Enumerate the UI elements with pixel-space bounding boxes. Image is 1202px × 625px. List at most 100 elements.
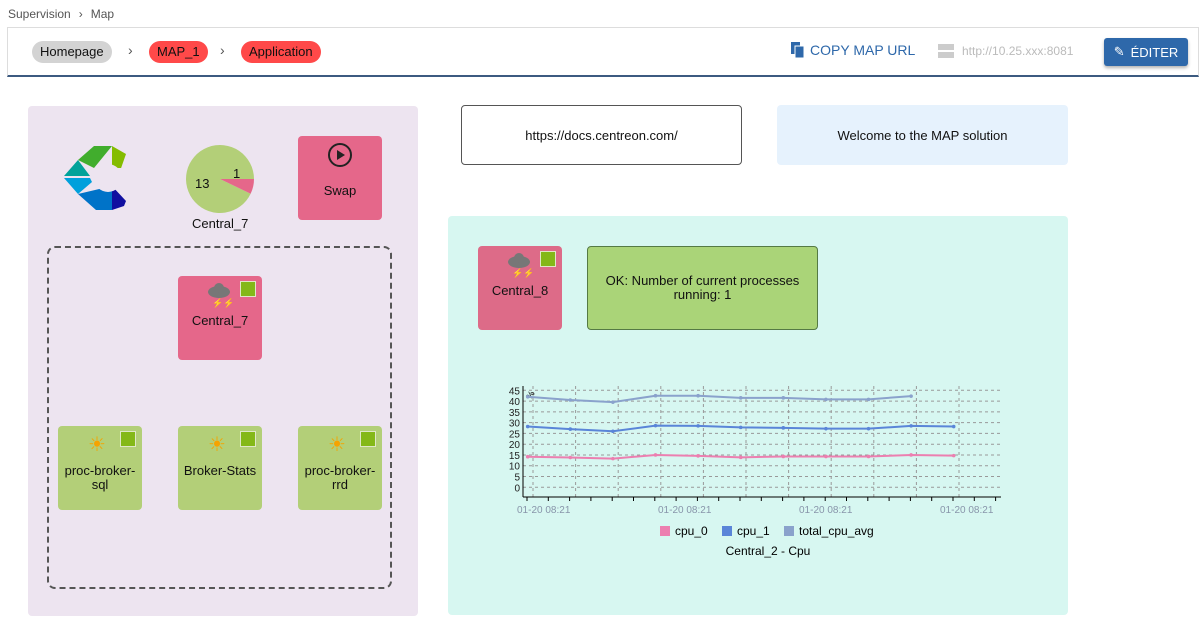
data-point xyxy=(909,453,913,457)
data-point xyxy=(824,454,828,459)
data-point xyxy=(909,424,913,428)
data-point xyxy=(951,424,956,429)
server-icon xyxy=(938,44,954,58)
y-tick-label: 20 xyxy=(509,440,521,451)
status-square xyxy=(360,431,376,447)
y-tick-label: 35 xyxy=(509,408,521,419)
data-point xyxy=(824,426,828,431)
sun-icon: ☀ xyxy=(88,434,106,456)
host-node-central-7[interactable]: ⚡⚡ Central_7 xyxy=(178,276,262,360)
data-point xyxy=(611,400,615,404)
x-tick-label: 01-20 08:21 xyxy=(517,505,571,516)
pie-value-critical: 1 xyxy=(233,166,241,181)
data-point xyxy=(781,454,786,459)
service-node[interactable]: ☀ Broker-Stats xyxy=(178,426,262,510)
crumb-application[interactable]: Application xyxy=(241,41,321,63)
left-container: 13 1 Central_7 Swap ⚡⚡ Central_7 ☀ proc-b… xyxy=(28,106,418,616)
data-point xyxy=(653,453,658,457)
data-point xyxy=(866,426,871,431)
docs-link[interactable]: https://docs.centreon.com/ xyxy=(461,105,742,165)
cloud-storm-icon: ⚡⚡ xyxy=(508,253,532,278)
pencil-icon: ✎ xyxy=(1113,44,1125,59)
data-point xyxy=(909,394,913,398)
pie-value-ok: 13 xyxy=(195,176,210,191)
service-node[interactable]: ☀ proc-broker-sql xyxy=(58,426,142,510)
chevron-right-icon: › xyxy=(78,7,83,21)
pie-slice xyxy=(220,179,254,194)
crumb-map-1[interactable]: MAP_1 xyxy=(149,41,208,63)
data-point xyxy=(951,453,956,458)
x-tick-label: 01-20 08:21 xyxy=(799,505,853,516)
y-tick-label: 40 xyxy=(509,397,521,408)
pie-label: Central_7 xyxy=(192,216,249,231)
data-point xyxy=(568,427,573,431)
series-line-total_cpu_avg xyxy=(527,394,912,404)
data-point xyxy=(696,393,700,398)
breadcrumb-map[interactable]: Map xyxy=(90,7,115,21)
data-point xyxy=(568,455,573,460)
welcome-text: Welcome to the MAP solution xyxy=(777,105,1068,165)
copy-icon xyxy=(791,42,805,58)
sun-icon: ☀ xyxy=(328,434,346,456)
host-node-central-8[interactable]: ⚡⚡ Central_8 xyxy=(478,246,562,330)
data-point xyxy=(738,396,743,400)
legend-label[interactable]: cpu_0 xyxy=(675,524,708,538)
chart-title: Central_2 - Cpu xyxy=(726,544,811,558)
copy-map-url-button[interactable]: COPY MAP URL xyxy=(791,42,915,58)
data-point xyxy=(653,393,658,398)
data-point xyxy=(781,426,786,430)
right-container: ⚡⚡ Central_8 OK: Number of current proce… xyxy=(448,216,1068,615)
data-point xyxy=(781,396,786,400)
legend-swatch xyxy=(660,526,670,536)
y-tick-label: 45 xyxy=(509,386,521,397)
data-point xyxy=(525,424,530,429)
data-point xyxy=(866,454,871,459)
legend-label[interactable]: total_cpu_avg xyxy=(799,524,874,538)
pie-slice xyxy=(186,145,254,213)
data-point xyxy=(525,394,530,399)
legend-label[interactable]: cpu_1 xyxy=(737,524,770,538)
y-tick-label: 25 xyxy=(509,429,521,440)
data-point xyxy=(525,454,530,459)
data-point xyxy=(738,455,743,460)
svg-text:⚡⚡: ⚡⚡ xyxy=(212,297,232,308)
crumb-homepage[interactable]: Homepage xyxy=(32,41,112,63)
status-square xyxy=(240,431,256,447)
chevron-right-icon: › xyxy=(128,42,133,58)
legend-swatch xyxy=(784,526,794,536)
status-square xyxy=(120,431,136,447)
centreon-logo xyxy=(64,146,134,210)
edit-button[interactable]: ✎ ÉDITER xyxy=(1104,38,1188,66)
legend-swatch xyxy=(722,526,732,536)
status-pie-chart xyxy=(186,145,254,213)
data-point xyxy=(696,454,700,458)
top-breadcrumb: Supervision › Map xyxy=(8,7,114,21)
y-tick-label: 15 xyxy=(509,451,521,462)
x-tick-label: 01-20 08:21 xyxy=(940,505,994,516)
play-circle-icon xyxy=(328,143,352,167)
sun-icon: ☀ xyxy=(208,434,226,456)
server-url: http://10.25.xxx:8081 xyxy=(938,44,1073,58)
data-point xyxy=(653,423,658,428)
breadcrumb-supervision[interactable]: Supervision xyxy=(8,7,71,21)
data-point xyxy=(696,424,700,428)
cloud-storm-icon: ⚡⚡ xyxy=(208,283,232,308)
service-node[interactable]: ☀ proc-broker-rrd xyxy=(298,426,382,510)
service-status-output: OK: Number of current processes running:… xyxy=(587,246,818,330)
svg-text:⚡⚡: ⚡⚡ xyxy=(512,267,532,278)
data-point xyxy=(611,456,615,461)
status-square xyxy=(540,251,556,267)
group-container: ⚡⚡ Central_7 ☀ proc-broker-sql ☀ Broker-St… xyxy=(47,246,392,589)
data-point xyxy=(866,397,871,402)
data-point xyxy=(568,398,573,402)
status-square xyxy=(240,281,256,297)
x-tick-label: 01-20 08:21 xyxy=(658,505,712,516)
data-point xyxy=(824,397,828,402)
y-tick-label: 10 xyxy=(509,462,521,473)
y-tick-label: 5 xyxy=(514,473,520,484)
map-toolbar: Homepage › MAP_1 › Application COPY MAP … xyxy=(7,27,1199,77)
y-tick-label: 30 xyxy=(509,419,521,430)
chevron-right-icon: › xyxy=(220,42,225,58)
data-point xyxy=(738,425,743,430)
swap-node[interactable]: Swap xyxy=(298,136,382,220)
